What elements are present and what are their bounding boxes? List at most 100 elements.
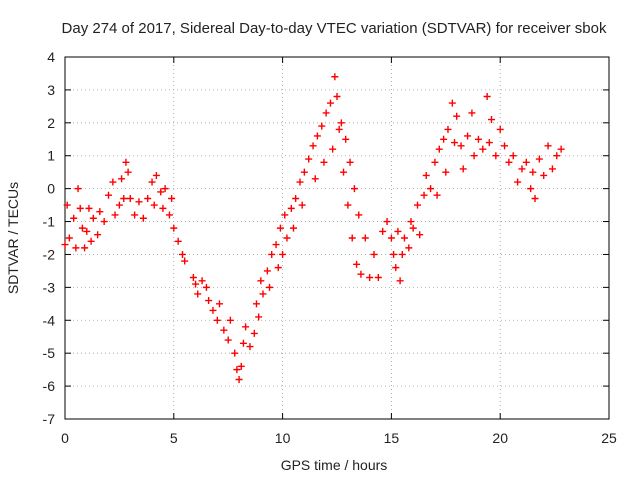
data-point	[518, 165, 526, 173]
data-point	[83, 227, 91, 235]
data-point	[427, 185, 435, 193]
data-point	[76, 204, 84, 212]
data-point	[448, 99, 456, 107]
data-point	[139, 214, 147, 222]
y-tick-label: -4	[43, 312, 56, 328]
data-point	[159, 204, 167, 212]
data-point	[209, 306, 217, 314]
data-point	[224, 336, 232, 344]
data-point	[78, 224, 86, 232]
y-tick-labels: -7 -6 -5 -4 -3 -2 -1 0 1 2 3 4	[43, 49, 56, 427]
data-point	[231, 349, 239, 357]
x-tick-label: 10	[275, 430, 291, 446]
data-point	[451, 139, 459, 147]
data-point	[416, 231, 424, 239]
data-point	[398, 250, 406, 258]
data-point	[387, 234, 395, 242]
data-point	[522, 158, 530, 166]
data-point	[263, 267, 271, 275]
data-point	[468, 109, 476, 117]
data-point	[442, 168, 450, 176]
data-point	[268, 250, 276, 258]
data-point	[205, 297, 213, 305]
data-points	[61, 73, 565, 384]
data-point	[109, 178, 117, 186]
y-tick-label: 4	[47, 49, 55, 65]
data-point	[279, 250, 287, 258]
data-point	[233, 366, 241, 374]
data-point	[479, 145, 487, 153]
data-point	[529, 168, 537, 176]
data-point	[61, 241, 69, 249]
data-point	[355, 211, 363, 219]
data-point	[485, 139, 493, 147]
data-point	[96, 208, 104, 216]
data-point	[505, 158, 513, 166]
data-point	[318, 122, 326, 130]
data-point	[255, 313, 263, 321]
data-point	[420, 191, 428, 199]
data-point	[344, 201, 352, 209]
data-point	[72, 244, 80, 252]
data-point	[487, 116, 495, 124]
data-point	[350, 185, 358, 193]
data-point	[337, 119, 345, 127]
data-point	[501, 142, 509, 150]
data-point	[144, 195, 152, 203]
data-point	[266, 283, 274, 291]
y-tick-label: -2	[43, 246, 56, 262]
data-point	[252, 300, 260, 308]
x-tick-labels: 0 5 10 15 20 25	[61, 430, 617, 446]
data-point	[181, 257, 189, 265]
data-point	[433, 191, 441, 199]
data-point	[198, 277, 206, 285]
data-point	[548, 165, 556, 173]
data-point	[276, 224, 284, 232]
data-point	[514, 178, 522, 186]
data-point	[194, 290, 202, 298]
data-point	[409, 224, 417, 232]
data-point	[250, 329, 258, 337]
data-point	[342, 135, 350, 143]
grid-lines	[64, 56, 610, 420]
data-point	[135, 198, 143, 206]
data-point	[122, 158, 130, 166]
data-point	[492, 152, 500, 160]
data-point	[257, 277, 265, 285]
data-point	[535, 155, 543, 163]
data-point	[298, 201, 306, 209]
data-point	[126, 195, 134, 203]
data-point	[407, 218, 415, 226]
data-point	[444, 125, 452, 133]
x-tick-label: 15	[384, 430, 400, 446]
data-point	[65, 234, 73, 242]
data-point	[272, 241, 280, 249]
x-axis-label: GPS time / hours	[281, 457, 388, 473]
data-point	[168, 195, 176, 203]
y-tick-label: -7	[43, 411, 56, 427]
x-tick-label: 20	[492, 430, 508, 446]
data-point	[400, 234, 408, 242]
data-point	[405, 244, 413, 252]
data-point	[94, 231, 102, 239]
data-point	[237, 362, 245, 370]
data-point	[170, 224, 178, 232]
data-point	[531, 195, 539, 203]
y-tick-label: 0	[47, 181, 55, 197]
data-point	[120, 195, 128, 203]
y-tick-label: -3	[43, 279, 56, 295]
data-point	[179, 250, 187, 258]
data-point	[115, 201, 123, 209]
data-point	[70, 214, 78, 222]
data-point	[390, 250, 398, 258]
data-point	[220, 326, 228, 334]
data-point	[150, 201, 158, 209]
data-point	[335, 125, 343, 133]
data-point	[553, 152, 561, 160]
data-point	[396, 277, 404, 285]
data-point	[496, 125, 504, 133]
data-point	[74, 185, 82, 193]
data-point	[374, 273, 382, 281]
data-point	[235, 376, 243, 384]
